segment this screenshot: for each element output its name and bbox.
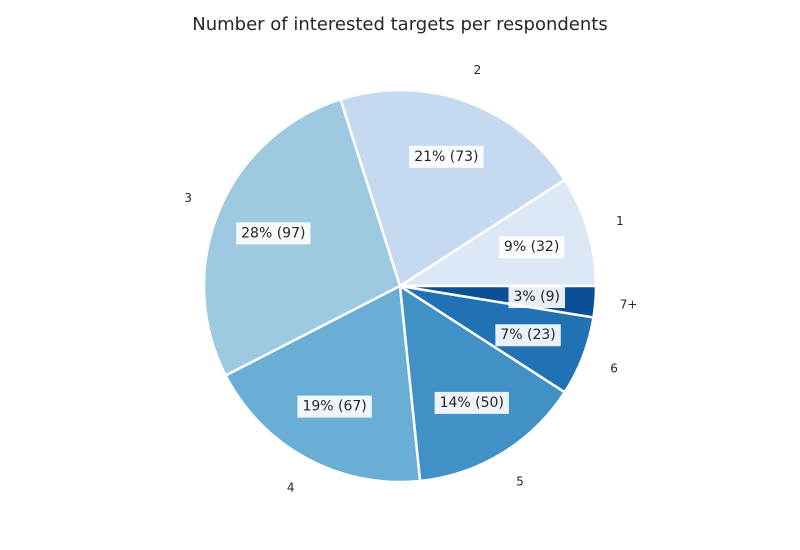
value-label-text: 28% (97) — [241, 225, 305, 241]
category-label-1: 1 — [616, 214, 624, 228]
value-label-box — [495, 324, 561, 347]
category-label-7+: 7+ — [620, 297, 638, 311]
pie-slice-2 — [339, 88, 566, 288]
pie-slice-5 — [398, 284, 566, 483]
pie-slice-1 — [398, 178, 598, 288]
value-label-text: 7% (23) — [500, 327, 555, 343]
value-label-box — [434, 391, 509, 414]
value-label-5: 14% (50) — [434, 391, 509, 414]
value-label-text: 21% (73) — [414, 149, 478, 165]
value-label-box — [297, 395, 372, 418]
value-label-4: 19% (67) — [297, 395, 372, 418]
chart-title: Number of interested targets per respond… — [192, 14, 608, 35]
value-label-text: 9% (32) — [504, 239, 559, 255]
value-label-box — [498, 236, 565, 259]
value-label-text: 14% (50) — [440, 395, 504, 411]
value-label-text: 19% (67) — [302, 399, 366, 415]
value-label-text: 3% (9) — [514, 289, 561, 305]
category-label-2: 2 — [474, 63, 482, 77]
value-label-3: 28% (97) — [236, 222, 311, 245]
category-label-6: 6 — [610, 361, 618, 375]
value-label-box — [508, 286, 566, 309]
pie-slices — [202, 88, 598, 484]
value-label-2: 21% (73) — [409, 145, 484, 168]
pie-slice-4 — [224, 284, 422, 484]
category-labels: 1 2 3 4 5 6 7+ — [184, 63, 637, 494]
category-label-3: 3 — [184, 191, 192, 205]
category-label-4: 4 — [287, 481, 295, 495]
category-label-5: 5 — [516, 474, 524, 488]
value-label-box — [236, 222, 311, 245]
value-labels: 9% (32) 21% (73) 28% (97) 19% (67) 14% (50) 7… — [236, 145, 566, 418]
value-label-6: 7% (23) — [495, 324, 561, 347]
value-label-1: 9% (32) — [498, 236, 565, 259]
value-label-box — [409, 145, 484, 168]
value-label-7+: 3% (9) — [508, 286, 566, 309]
